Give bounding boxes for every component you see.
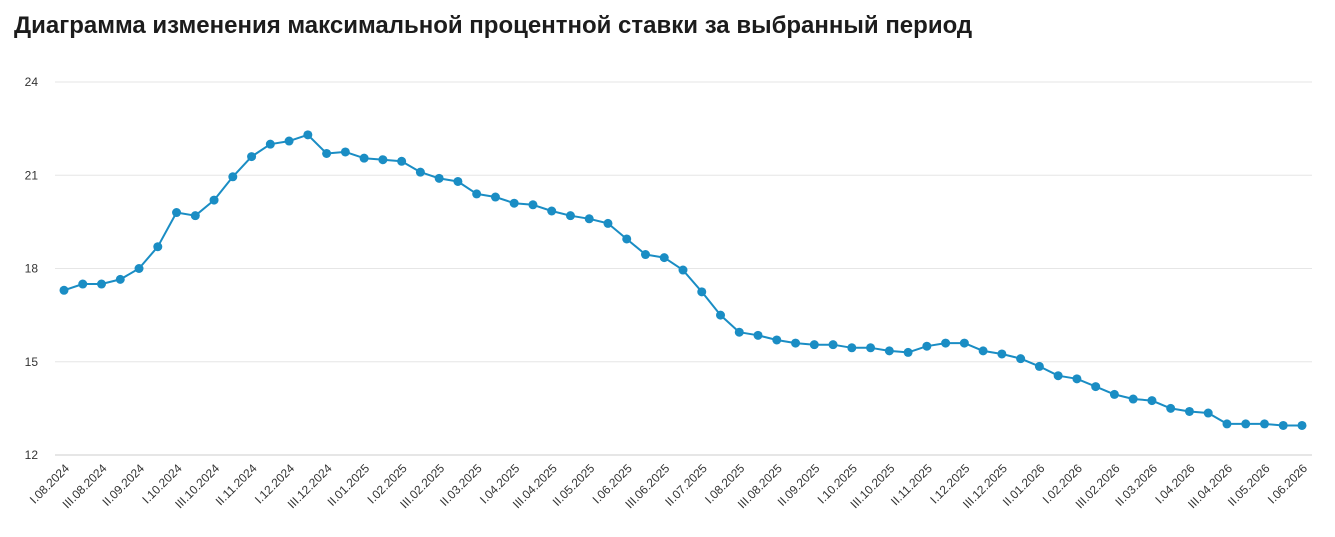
data-point xyxy=(247,152,257,162)
data-point xyxy=(97,279,107,289)
x-tick-label: II.11.2025 xyxy=(888,461,935,508)
data-point xyxy=(1203,408,1213,418)
data-point xyxy=(1016,354,1026,364)
data-point xyxy=(340,147,350,157)
data-point xyxy=(809,340,819,350)
data-point xyxy=(228,172,238,182)
x-axis: I.08.2024III.08.2024II.09.2024I.10.2024I… xyxy=(27,461,1311,511)
data-point xyxy=(716,310,726,320)
data-point xyxy=(490,192,500,202)
data-point xyxy=(1053,371,1063,381)
data-point xyxy=(378,155,388,165)
series-line xyxy=(63,133,1302,427)
y-tick-label: 15 xyxy=(25,355,39,369)
x-tick-label: II.11.2024 xyxy=(213,461,260,508)
y-tick-label: 18 xyxy=(25,262,39,276)
data-point xyxy=(584,214,594,224)
data-point xyxy=(453,176,463,186)
data-point xyxy=(547,206,557,216)
data-point xyxy=(1184,406,1194,416)
data-point xyxy=(1278,420,1288,430)
data-point xyxy=(565,211,575,221)
data-point xyxy=(922,341,932,351)
data-point xyxy=(640,250,650,260)
data-point xyxy=(78,279,88,289)
chart-title: Диаграмма изменения максимальной процент… xyxy=(14,12,973,39)
data-point xyxy=(866,343,876,353)
data-point xyxy=(1222,419,1232,429)
data-point xyxy=(415,167,425,177)
data-point xyxy=(772,335,782,345)
series-path xyxy=(63,133,1302,427)
data-point xyxy=(622,234,632,244)
data-point xyxy=(209,195,219,205)
data-point xyxy=(509,198,519,208)
data-point xyxy=(847,343,857,353)
data-point xyxy=(1128,394,1138,404)
data-point xyxy=(284,136,294,146)
data-point xyxy=(397,156,407,166)
data-point xyxy=(1147,396,1157,406)
data-point xyxy=(359,153,369,163)
data-point xyxy=(1109,389,1119,399)
data-point xyxy=(265,139,275,149)
data-point xyxy=(528,200,538,210)
y-tick-label: 21 xyxy=(25,168,39,182)
data-point xyxy=(884,346,894,356)
data-point xyxy=(678,265,688,275)
x-tick-label: I.06.2026 xyxy=(1265,461,1311,507)
data-point xyxy=(1091,382,1101,392)
data-point xyxy=(941,338,951,348)
data-point xyxy=(978,346,988,356)
data-point xyxy=(1241,419,1251,429)
data-point xyxy=(1072,374,1082,384)
data-point xyxy=(828,340,838,350)
data-point xyxy=(153,242,163,252)
y-tick-label: 12 xyxy=(25,448,39,462)
data-point xyxy=(59,285,69,295)
data-point xyxy=(1034,361,1044,371)
data-point xyxy=(997,349,1007,359)
data-point xyxy=(603,218,613,228)
data-point xyxy=(791,338,801,348)
data-point xyxy=(303,130,313,140)
data-point xyxy=(959,338,969,348)
series-points xyxy=(59,130,1307,430)
data-point xyxy=(322,148,332,158)
data-point xyxy=(472,189,482,199)
data-point xyxy=(903,347,913,357)
data-point xyxy=(697,287,707,297)
data-point xyxy=(659,253,669,263)
data-point xyxy=(734,327,744,337)
data-point xyxy=(434,173,444,183)
data-point xyxy=(190,211,200,221)
data-point xyxy=(753,330,763,340)
data-point xyxy=(115,274,125,284)
data-point xyxy=(1166,403,1176,413)
data-point xyxy=(134,264,144,273)
y-axis: 12 15 18 21 24 xyxy=(25,75,1312,462)
data-point xyxy=(1297,420,1307,430)
y-tick-label: 24 xyxy=(25,75,39,89)
data-point xyxy=(172,208,182,218)
data-point xyxy=(1259,419,1269,429)
